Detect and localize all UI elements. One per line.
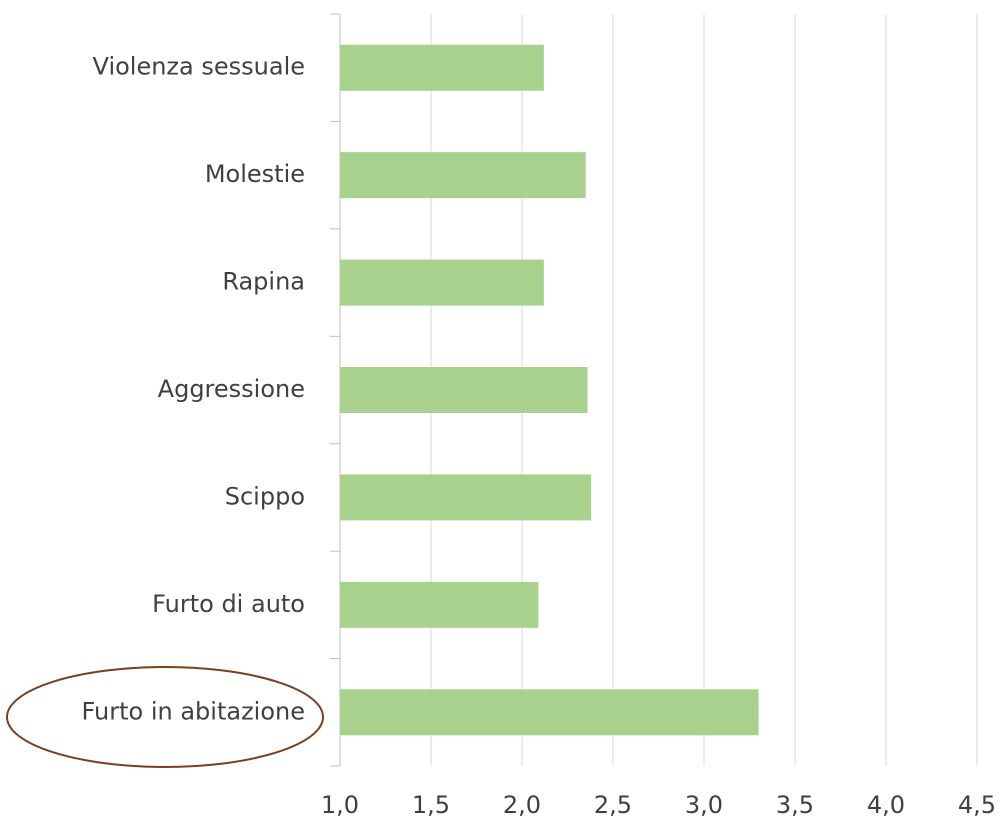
x-tick-label: 1,5 xyxy=(412,791,450,819)
y-tick-label: Furto in abitazione xyxy=(82,697,305,725)
y-tick-label: Molestie xyxy=(205,160,305,188)
x-tick-label: 3,5 xyxy=(776,791,814,819)
y-tick-label: Aggressione xyxy=(158,375,305,403)
y-tick-label: Violenza sessuale xyxy=(93,53,305,81)
bar xyxy=(340,152,586,199)
highlight-ellipse xyxy=(6,666,324,768)
y-tick-label: Rapina xyxy=(222,268,305,296)
x-tick-label: 4,0 xyxy=(867,791,905,819)
bar xyxy=(340,367,588,413)
y-tick-label: Furto di auto xyxy=(152,590,305,618)
x-tick-label: 1,0 xyxy=(321,791,359,819)
bar xyxy=(340,474,592,521)
bar xyxy=(340,581,539,628)
x-tick-label: 3,0 xyxy=(685,791,723,819)
bar xyxy=(340,44,544,91)
x-tick-label: 2,0 xyxy=(503,791,541,819)
y-tick-label: Scippo xyxy=(225,482,305,510)
x-tick-label: 4,5 xyxy=(958,791,996,819)
bar xyxy=(340,259,544,306)
x-tick-label: 2,5 xyxy=(594,791,632,819)
bar xyxy=(340,689,759,736)
